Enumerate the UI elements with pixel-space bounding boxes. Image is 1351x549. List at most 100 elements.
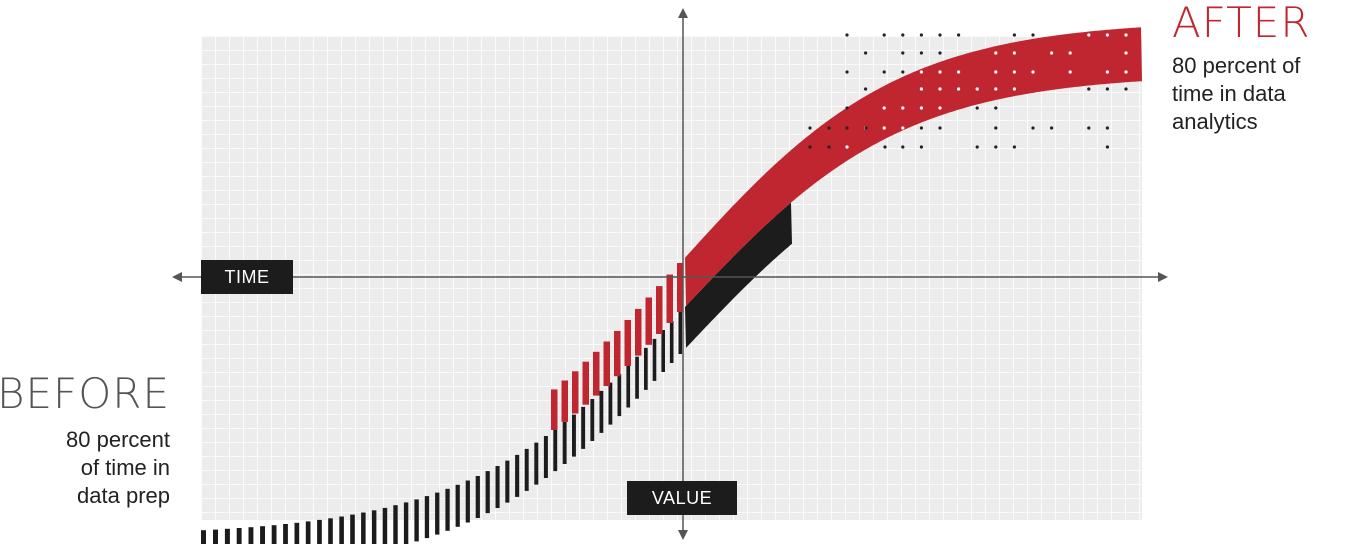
decorative-dot [882, 106, 886, 110]
decorative-dot [1050, 126, 1054, 130]
after-stripe [603, 341, 610, 387]
horizontal-axis-arrow-right-icon [1158, 272, 1168, 282]
before-stripe [382, 507, 388, 549]
decorative-dot [938, 87, 942, 91]
before-stripe [678, 312, 682, 354]
before-stripe [543, 436, 548, 478]
decorative-dot [808, 126, 812, 130]
decorative-dot [845, 145, 849, 149]
before-stripe [317, 519, 322, 549]
decorative-dot [1050, 51, 1054, 55]
decorative-dot [864, 126, 868, 130]
after-stripe [635, 308, 642, 356]
after-stripe [645, 297, 652, 345]
s-curve-band [201, 27, 1142, 549]
axes [172, 8, 1168, 540]
before-stripe [424, 496, 430, 539]
decorative-dot [994, 70, 998, 74]
before-stripe [294, 522, 300, 549]
after-caption-line: 80 percent of [1172, 53, 1301, 78]
before-stripe [644, 347, 648, 390]
decorative-dot [1012, 33, 1017, 37]
decorative-dot [919, 70, 924, 74]
before-stripe [608, 382, 613, 425]
after-caption: 80 percent of time in data analytics [1172, 52, 1342, 136]
before-stripe [475, 476, 480, 518]
decorative-dot [901, 33, 905, 37]
before-stripe [572, 414, 576, 457]
before-stripe [271, 525, 277, 549]
before-stripe [224, 528, 230, 549]
before-stripe [236, 528, 242, 549]
before-stripe [393, 505, 398, 548]
vertical-axis-arrow-down-icon [678, 530, 688, 540]
decorative-dot [994, 106, 998, 110]
decorative-dot [901, 126, 905, 130]
decorative-dot [957, 70, 961, 74]
before-stripe [403, 502, 409, 545]
before-stripe [553, 429, 558, 472]
decorative-dot [957, 87, 961, 91]
decorative-dot [827, 126, 831, 130]
decorative-dot [919, 87, 924, 91]
before-stripe [283, 524, 288, 549]
before-stripe [562, 422, 567, 464]
before-stripe [590, 399, 595, 441]
decorative-dot [1012, 70, 1017, 74]
decorative-dot [845, 33, 849, 37]
after-solid-band [685, 27, 1142, 306]
after-stripe [624, 320, 631, 366]
decorative-dot [994, 126, 998, 130]
after-caption-line: time in data [1172, 81, 1286, 106]
decorative-dot [864, 87, 868, 91]
decorative-dot [1031, 70, 1035, 74]
before-stripe [465, 480, 470, 523]
decorative-dot [1105, 87, 1109, 91]
decorative-dot [1087, 33, 1091, 37]
decorative-dot [938, 70, 942, 74]
after-stripe [677, 263, 684, 312]
before-stripe [505, 460, 510, 503]
before-caption-line: 80 percent [66, 427, 170, 452]
decorative-dot [919, 145, 924, 149]
decorative-dot [938, 33, 942, 37]
decorative-dot [1012, 87, 1017, 91]
value-axis-label: VALUE [627, 481, 737, 515]
decorative-dot [1105, 126, 1109, 130]
decorative-dot [994, 87, 998, 91]
before-stripe [350, 514, 355, 549]
before-stripe [328, 518, 333, 549]
decorative-dot [919, 33, 924, 37]
before-stripe [617, 374, 622, 417]
decorative-dot [919, 106, 924, 110]
after-heading: AFTER [1172, 0, 1311, 47]
before-caption-line: of time in [80, 455, 170, 480]
decorative-dot [1068, 51, 1072, 55]
after-stripe [572, 371, 579, 414]
after-caption-line: analytics [1172, 109, 1258, 134]
decorative-dot [1105, 70, 1109, 74]
decorative-dot [1124, 33, 1128, 37]
before-stripe [661, 330, 665, 372]
before-stripe [626, 365, 631, 408]
decorative-dot [994, 51, 998, 55]
before-stripe [361, 512, 366, 549]
after-stripe [561, 380, 568, 422]
decorative-dot [994, 145, 998, 149]
decorative-dot [938, 126, 942, 130]
before-stripe [534, 442, 539, 485]
decorative-dot [1105, 145, 1109, 149]
before-stripe [524, 448, 529, 491]
decorative-dot [975, 87, 979, 91]
decorative-dot [1124, 70, 1128, 74]
before-stripe [213, 529, 218, 549]
before-stripe [260, 526, 265, 549]
after-stripe [614, 330, 621, 377]
decorative-dot [1087, 87, 1091, 91]
before-stripe [201, 530, 206, 549]
decorative-dot [845, 126, 849, 130]
before-stripe [455, 484, 460, 527]
before-stripe [515, 454, 520, 497]
